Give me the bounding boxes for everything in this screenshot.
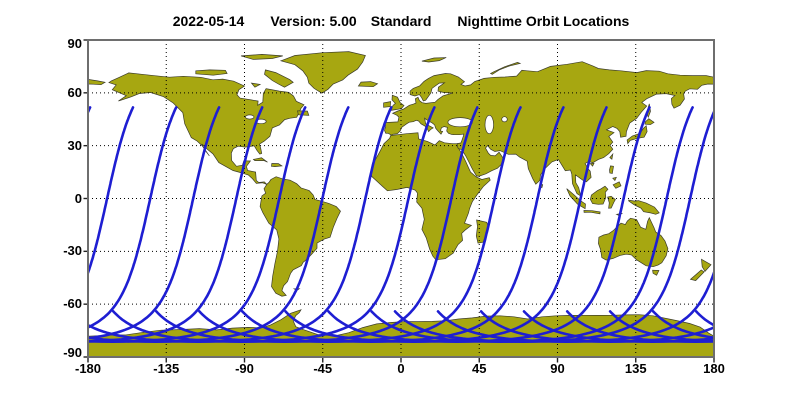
landmass-taiwan xyxy=(609,152,614,160)
landmass-baffin-island xyxy=(264,69,294,88)
landmass-ellesmere-island xyxy=(240,54,283,60)
landmass-victoria-banks-islands xyxy=(195,69,228,76)
orbit-track xyxy=(739,107,800,341)
plot-frame-layer xyxy=(87,39,715,358)
landmass-north-america xyxy=(108,72,305,185)
landmass-new-zealand-north xyxy=(701,258,712,272)
landmass-japan-hokkaido xyxy=(644,118,655,125)
orbit-track xyxy=(370,106,694,344)
landmass-luzon xyxy=(609,165,614,174)
landmass-new-zealand-south xyxy=(689,269,705,281)
landmass-hainan xyxy=(589,162,595,167)
landmass-antarctica xyxy=(88,309,714,357)
lake-aral-sea xyxy=(501,116,508,123)
landmass-great-britain xyxy=(390,94,405,111)
title-product: Standard xyxy=(370,13,432,29)
landmass-sulawesi xyxy=(607,195,616,209)
orbit-track xyxy=(88,106,178,329)
landmass-mindanao xyxy=(612,181,622,189)
plot-title: 2022-05-14 Version: 5.00 Standard Nightt… xyxy=(88,13,714,29)
orbit-track xyxy=(88,106,221,340)
orbit-track xyxy=(782,107,800,341)
lake-black-sea xyxy=(447,117,473,128)
orbit-track xyxy=(0,107,67,341)
title-name: Nighttime Orbit Locations xyxy=(457,13,630,29)
orbit-track xyxy=(0,107,24,341)
landmass-novaya-zemlya xyxy=(489,62,522,75)
landmass-tasmania xyxy=(652,269,660,276)
orbit-tracks-layer xyxy=(0,106,800,344)
title-version: Version: 5.00 xyxy=(270,13,357,29)
orbit-track xyxy=(694,310,714,327)
landmass-hispaniola xyxy=(271,163,283,167)
landmass-ireland xyxy=(383,101,392,108)
landmass-southampton-island xyxy=(250,82,262,88)
landmass-cuba xyxy=(252,157,268,163)
axis-ticks-layer xyxy=(83,39,715,363)
landmass-eurasia xyxy=(384,61,714,197)
landmass-java xyxy=(583,210,601,215)
landmass-visayas xyxy=(612,176,617,182)
lake-great-lakes-west xyxy=(245,114,255,120)
lakes-layer xyxy=(245,114,508,135)
orbit-track xyxy=(88,106,135,277)
landmass-japan-honshu xyxy=(626,125,648,145)
landmass-new-guinea xyxy=(628,199,660,215)
landmass-iceland xyxy=(357,81,379,88)
lake-caspian-sea xyxy=(484,114,494,135)
title-date: 2022-05-14 xyxy=(172,13,245,29)
landmass-chukotka-west-edge xyxy=(88,79,106,86)
landmass-svalbard xyxy=(421,57,447,63)
orbit-track xyxy=(88,106,92,116)
landmass-borneo xyxy=(590,185,609,205)
plot-frame xyxy=(87,39,715,358)
orbit-track xyxy=(651,310,714,339)
